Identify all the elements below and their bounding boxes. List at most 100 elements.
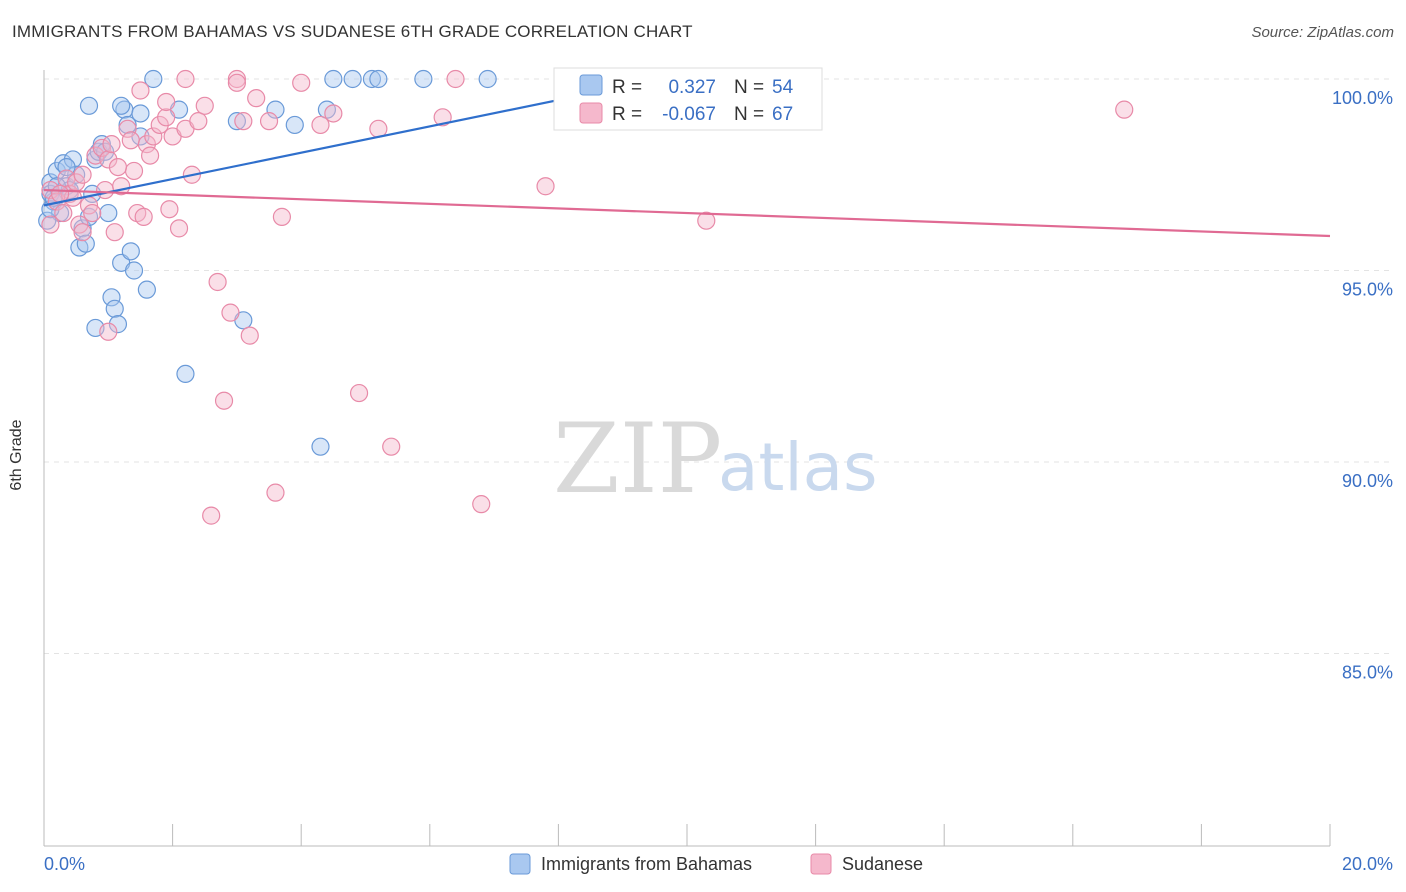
- point-sudanese-27: [157, 108, 176, 127]
- y-tick-labels: 100.0% 95.0% 90.0% 85.0%: [1332, 88, 1393, 683]
- point-sudanese-13: [99, 150, 118, 169]
- point-bahamas-29: [137, 280, 156, 299]
- point-sudanese-40: [234, 112, 253, 131]
- y-tick-label-1: 95.0%: [1342, 280, 1393, 300]
- point-sudanese-12: [95, 180, 115, 200]
- point-sudanese-61: [157, 92, 176, 112]
- point-sudanese-53: [446, 69, 465, 89]
- stats-r-value-bahamas: 0.327: [668, 77, 716, 98]
- point-bahamas-27: [124, 261, 144, 280]
- trend-line-sudanese: [43, 188, 1331, 238]
- point-sudanese-58: [108, 157, 128, 177]
- legend-swatch-bahamas: [509, 853, 531, 875]
- point-sudanese-22: [134, 207, 153, 226]
- point-bahamas-35: [266, 100, 285, 119]
- point-sudanese-43: [259, 112, 279, 131]
- point-sudanese-52: [433, 108, 452, 127]
- x-tick-label-max: 20.0%: [1342, 854, 1393, 874]
- point-bahamas-41: [362, 69, 382, 89]
- watermark-atlas: atlas: [718, 429, 878, 506]
- point-sudanese-11: [92, 138, 111, 158]
- point-bahamas-32: [176, 364, 195, 384]
- point-bahamas-9: [67, 165, 86, 184]
- point-sudanese-57: [1115, 100, 1134, 119]
- point-sudanese-19: [124, 161, 144, 181]
- point-bahamas-22: [108, 315, 128, 334]
- point-sudanese-37: [214, 391, 234, 410]
- point-sudanese-18: [121, 131, 140, 150]
- y-tick-label-3: 85.0%: [1342, 663, 1393, 683]
- point-sudanese-8: [73, 223, 92, 242]
- x-tick-marks: [43, 824, 1331, 846]
- point-sudanese-38: [221, 303, 240, 322]
- x-tick-label-min: 0.0%: [44, 854, 85, 874]
- point-bahamas-40: [343, 69, 362, 89]
- y-tick-label-2: 90.0%: [1342, 471, 1393, 491]
- point-sudanese-17: [118, 119, 137, 138]
- point-sudanese-45: [272, 207, 292, 226]
- point-bahamas-25: [118, 115, 137, 135]
- legend-label-sudanese: Sudanese: [842, 854, 923, 874]
- point-sudanese-55: [536, 177, 555, 196]
- point-bahamas-36: [285, 115, 304, 135]
- point-sudanese-24: [140, 146, 160, 165]
- stats-r-label-bahamas: R =: [612, 77, 642, 98]
- point-sudanese-62: [176, 69, 195, 89]
- point-sudanese-46: [292, 73, 311, 92]
- point-sudanese-63: [227, 73, 246, 92]
- point-sudanese-51: [382, 437, 401, 456]
- point-sudanese-42: [247, 89, 266, 108]
- point-bahamas-20: [102, 288, 121, 307]
- stats-swatch-bahamas: [579, 74, 603, 96]
- point-sudanese-21: [131, 81, 150, 100]
- stats-n-label-bahamas: N =: [734, 77, 764, 98]
- legend-swatch-sudanese: [810, 853, 832, 875]
- point-sudanese-35: [202, 506, 221, 525]
- stats-n-label-sudanese: N =: [734, 104, 764, 125]
- point-sudanese-25: [144, 127, 163, 146]
- point-bahamas-52: [112, 96, 131, 115]
- watermark-zip: ZIP: [553, 403, 722, 515]
- point-sudanese-39: [227, 69, 246, 89]
- point-sudanese-14: [102, 135, 121, 154]
- stats-n-value-sudanese: 67: [772, 104, 793, 125]
- point-sudanese-60: [83, 203, 102, 223]
- stats-r-value-sudanese: -0.067: [662, 104, 716, 125]
- point-sudanese-48: [324, 104, 343, 123]
- chart-title: IMMIGRANTS FROM BAHAMAS VS SUDANESE 6TH …: [12, 22, 693, 41]
- chart-source: Source: ZipAtlas.com: [1251, 24, 1394, 41]
- point-sudanese-36: [208, 272, 227, 292]
- point-bahamas-50: [79, 96, 99, 115]
- point-bahamas-21: [105, 299, 124, 318]
- point-sudanese-28: [160, 200, 179, 219]
- point-sudanese-49: [349, 383, 369, 403]
- point-bahamas-19: [99, 203, 118, 223]
- y-tick-label-0: 100.0%: [1332, 88, 1393, 108]
- point-bahamas-42: [369, 69, 388, 89]
- point-sudanese-54: [472, 495, 491, 514]
- point-bahamas-26: [121, 242, 140, 261]
- point-sudanese-2: [54, 203, 73, 223]
- point-bahamas-39: [324, 69, 343, 89]
- data-points: [38, 69, 1134, 525]
- point-sudanese-47: [311, 115, 330, 135]
- point-sudanese-44: [266, 483, 285, 502]
- bottom-legend: Immigrants from Bahamas Sudanese: [509, 853, 923, 875]
- point-bahamas-44: [478, 69, 497, 89]
- legend-label-bahamas: Immigrants from Bahamas: [541, 854, 752, 874]
- stats-n-value-bahamas: 54: [772, 77, 794, 98]
- point-sudanese-34: [195, 96, 214, 115]
- point-bahamas-12: [76, 234, 95, 253]
- grid-lines: [44, 78, 1390, 654]
- point-sudanese-65: [73, 165, 92, 184]
- point-bahamas-53: [131, 104, 150, 123]
- point-sudanese-15: [105, 223, 124, 242]
- point-bahamas-33: [227, 112, 246, 131]
- point-sudanese-64: [41, 215, 60, 234]
- watermark: ZIP atlas: [553, 403, 878, 515]
- point-bahamas-37: [311, 437, 330, 456]
- point-sudanese-41: [240, 326, 259, 345]
- point-sudanese-30: [169, 219, 189, 238]
- stats-legend: R = 0.327 N = 54 R = -0.067 N = 67: [553, 67, 823, 131]
